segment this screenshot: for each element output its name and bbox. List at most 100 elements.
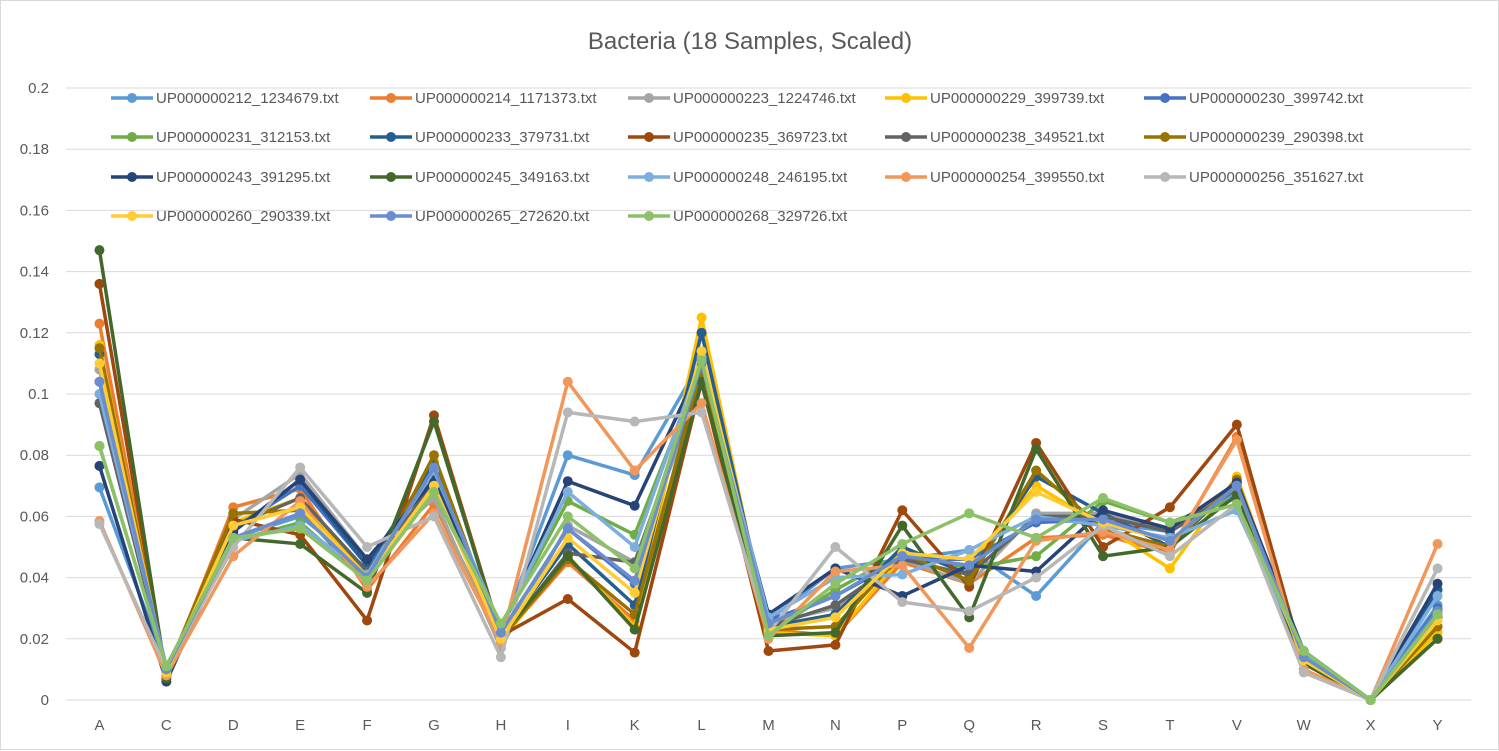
legend-item: UP000000265_272620.txt — [370, 208, 590, 225]
data-point — [1432, 563, 1443, 574]
data-point — [94, 245, 105, 256]
data-point — [1432, 590, 1443, 601]
legend-item: UP000000214_1171373.txt — [370, 90, 597, 107]
data-point — [428, 486, 439, 497]
data-point — [1231, 434, 1242, 445]
data-point — [830, 639, 841, 650]
data-point — [763, 630, 774, 641]
x-tick-label: X — [1366, 717, 1376, 734]
data-point — [1031, 572, 1042, 583]
x-tick-label: A — [94, 717, 104, 734]
data-point — [696, 398, 707, 409]
data-point — [362, 615, 373, 626]
x-tick-label: Y — [1433, 717, 1443, 734]
legend-label: UP000000223_1224746.txt — [673, 90, 856, 107]
legend-marker — [644, 93, 654, 103]
x-tick-label: E — [295, 717, 305, 734]
data-point — [428, 450, 439, 461]
data-point — [1031, 486, 1042, 497]
x-tick-label: H — [495, 717, 506, 734]
data-point — [1031, 551, 1042, 562]
data-point — [228, 532, 239, 543]
data-point — [562, 486, 573, 497]
x-tick-label: V — [1232, 717, 1242, 734]
legend-marker — [127, 132, 137, 142]
legend-item: UP000000239_290398.txt — [1144, 129, 1364, 146]
data-point — [1098, 551, 1109, 562]
data-point — [964, 642, 975, 653]
chart-title: Bacteria (18 Samples, Scaled) — [588, 28, 912, 55]
x-tick-label: R — [1031, 717, 1042, 734]
x-tick-label: S — [1098, 717, 1108, 734]
data-point — [897, 538, 908, 549]
data-point — [696, 407, 707, 418]
data-point — [629, 563, 640, 574]
legend-label: UP000000260_290339.txt — [156, 208, 331, 225]
data-point — [94, 358, 105, 369]
legend-item: UP000000230_399742.txt — [1144, 90, 1364, 107]
x-tick-label: N — [830, 717, 841, 734]
data-point — [228, 520, 239, 531]
data-point — [830, 578, 841, 589]
data-point — [830, 600, 841, 611]
data-point — [1231, 499, 1242, 510]
legend-label: UP000000230_399742.txt — [1189, 90, 1364, 107]
legend-item: UP000000243_391295.txt — [111, 169, 331, 186]
y-axis: 0 0.02 0.04 0.06 0.08 0.1 0.12 0.14 0.16 0.18 0.2 — [20, 80, 49, 709]
legend-label: UP000000238_349521.txt — [930, 129, 1105, 146]
legend-marker — [901, 132, 911, 142]
legend-item: UP000000245_349163.txt — [370, 169, 590, 186]
data-point — [94, 519, 105, 530]
legend-label: UP000000231_312153.txt — [156, 129, 331, 146]
data-point — [495, 652, 506, 663]
legend-label: UP000000214_1171373.txt — [415, 90, 597, 107]
x-tick-label: K — [630, 717, 640, 734]
data-point — [295, 474, 306, 485]
data-point — [562, 511, 573, 522]
data-point — [964, 560, 975, 571]
data-point — [1432, 609, 1443, 620]
legend-label: UP000000212_1234679.txt — [156, 90, 339, 107]
legend-marker — [127, 172, 137, 182]
legend-item: UP000000260_290339.txt — [111, 208, 331, 225]
legend-label: UP000000256_351627.txt — [1189, 169, 1364, 186]
data-point — [1164, 517, 1175, 528]
y-tick-label: 0.16 — [20, 202, 49, 219]
y-tick-label: 0.2 — [28, 80, 49, 97]
data-point — [830, 612, 841, 623]
legend-marker — [1160, 172, 1170, 182]
data-point — [295, 538, 306, 549]
data-point — [897, 560, 908, 571]
data-point — [1231, 419, 1242, 430]
data-point — [495, 618, 506, 629]
data-point — [830, 590, 841, 601]
y-tick-label: 0.02 — [20, 631, 49, 648]
y-tick-label: 0.08 — [20, 447, 49, 464]
data-point — [161, 661, 172, 672]
y-tick-label: 0.04 — [20, 570, 49, 587]
data-point — [1098, 505, 1109, 516]
data-point — [562, 376, 573, 387]
y-tick-label: 0 — [41, 692, 49, 709]
legend-item: UP000000229_399739.txt — [885, 90, 1105, 107]
legend-item: UP000000231_312153.txt — [111, 129, 331, 146]
data-point — [897, 551, 908, 562]
x-tick-label: F — [362, 717, 371, 734]
data-point — [1031, 532, 1042, 543]
legend-label: UP000000235_369723.txt — [673, 129, 848, 146]
data-point — [763, 646, 774, 657]
legend-marker — [386, 211, 396, 221]
data-point — [362, 575, 373, 586]
x-tick-label: D — [228, 717, 239, 734]
data-point — [1298, 646, 1309, 657]
data-point — [562, 407, 573, 418]
legend-item: UP000000256_351627.txt — [1144, 169, 1364, 186]
legend-marker — [127, 211, 137, 221]
data-point — [629, 575, 640, 586]
y-tick-label: 0.14 — [20, 264, 49, 281]
data-point — [362, 542, 373, 552]
data-point — [94, 441, 105, 452]
data-point — [562, 523, 573, 534]
data-point — [696, 327, 707, 338]
